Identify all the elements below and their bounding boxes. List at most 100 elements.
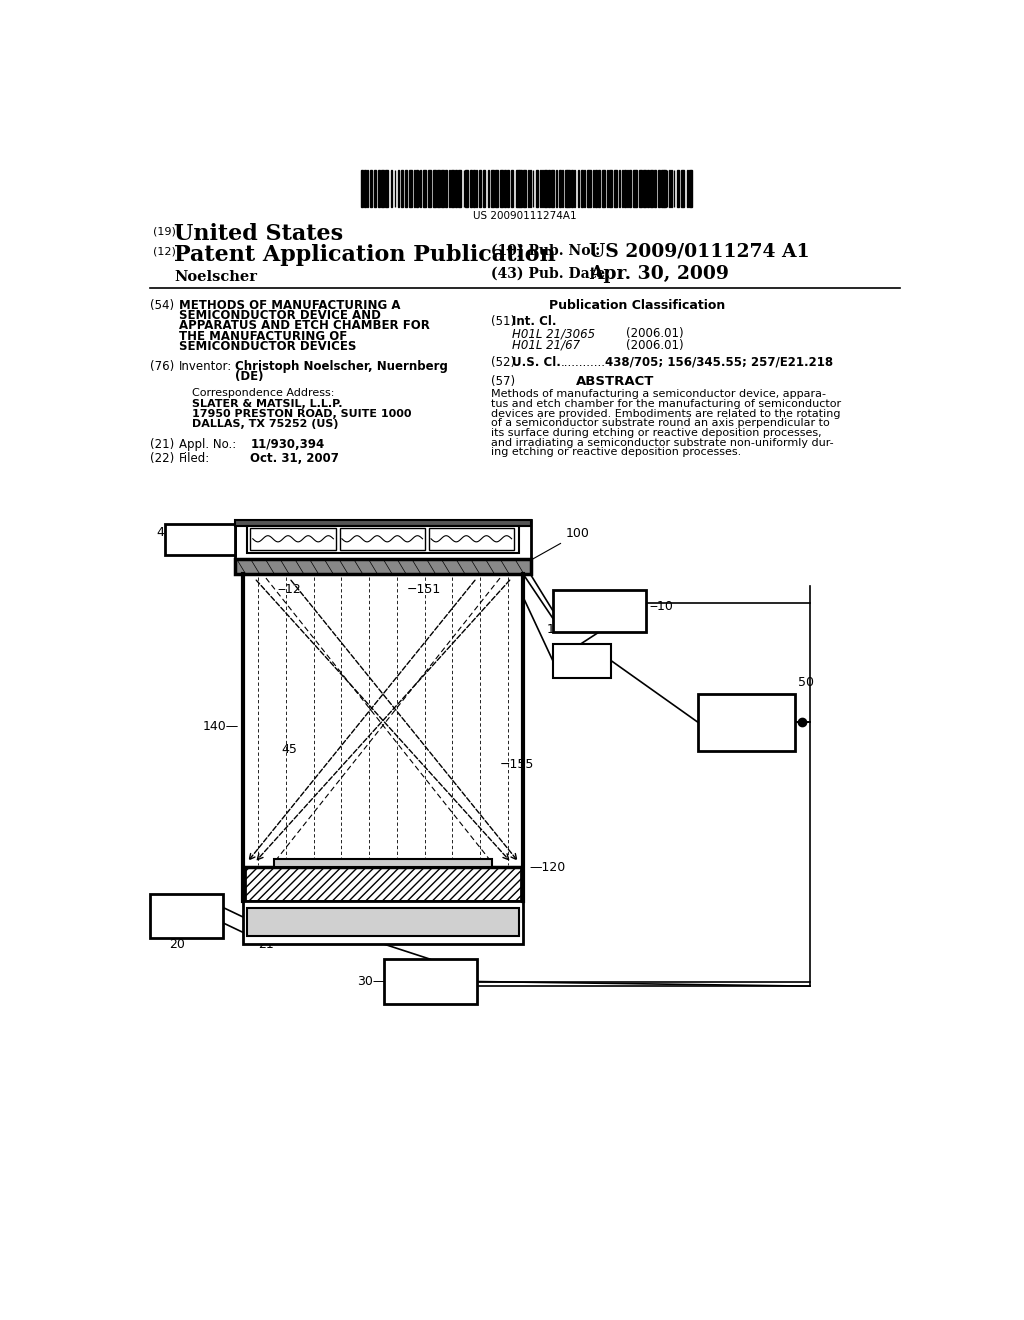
- Text: —120: —120: [529, 861, 565, 874]
- Bar: [595, 170, 597, 207]
- Text: (21): (21): [150, 437, 174, 450]
- Bar: [245, 867, 521, 902]
- Text: ABSTRACT: ABSTRACT: [575, 375, 654, 388]
- Text: SEMICONDUCTOR DEVICES: SEMICONDUCTOR DEVICES: [179, 341, 356, 354]
- Text: Oct. 31, 2007: Oct. 31, 2007: [251, 451, 339, 465]
- Text: of a semiconductor substrate round an axis perpendicular to: of a semiconductor substrate round an ax…: [490, 418, 829, 428]
- Bar: [429, 528, 514, 549]
- Bar: [273, 859, 493, 867]
- Bar: [578, 170, 579, 207]
- Text: (57): (57): [490, 375, 515, 388]
- Bar: [384, 960, 477, 1003]
- Bar: [598, 170, 600, 207]
- Text: Appl. No.:: Appl. No.:: [179, 437, 237, 450]
- Bar: [528, 170, 529, 207]
- Text: APPARATUS AND ETCH CHAMBER FOR: APPARATUS AND ETCH CHAMBER FOR: [179, 319, 430, 333]
- Text: METHODS OF MANUFACTURING A: METHODS OF MANUFACTURING A: [179, 298, 400, 312]
- Text: (22): (22): [150, 451, 174, 465]
- Text: 21: 21: [258, 937, 274, 950]
- Text: (19): (19): [153, 226, 176, 236]
- Text: Patent Application Publication: Patent Application Publication: [174, 244, 556, 265]
- Bar: [544, 170, 547, 207]
- Bar: [385, 170, 388, 207]
- Bar: [559, 170, 561, 207]
- Bar: [381, 170, 384, 207]
- Text: 100: 100: [522, 527, 590, 565]
- Bar: [375, 170, 376, 207]
- Bar: [496, 170, 499, 207]
- Bar: [458, 170, 461, 207]
- Text: tus and etch chamber for the manufacturing of semiconductor: tus and etch chamber for the manufacturi…: [490, 399, 841, 409]
- Bar: [608, 170, 611, 207]
- Bar: [243, 902, 523, 944]
- Bar: [536, 170, 538, 207]
- Bar: [247, 908, 519, 936]
- Bar: [452, 170, 455, 207]
- Text: (54): (54): [150, 298, 174, 312]
- Text: 438/705; 156/345.55; 257/E21.218: 438/705; 156/345.55; 257/E21.218: [605, 355, 834, 368]
- Bar: [548, 170, 550, 207]
- Text: 45: 45: [282, 743, 297, 756]
- Bar: [540, 170, 541, 207]
- Bar: [542, 170, 544, 207]
- Text: (51): (51): [490, 315, 515, 329]
- Bar: [423, 170, 426, 207]
- Text: 140—: 140—: [203, 719, 239, 733]
- Bar: [441, 170, 444, 207]
- Bar: [633, 170, 636, 207]
- Text: ing etching or reactive deposition processes.: ing etching or reactive deposition proce…: [490, 447, 741, 457]
- Text: 110: 110: [237, 553, 260, 566]
- Text: −151: −151: [407, 583, 440, 597]
- Bar: [689, 170, 690, 207]
- Text: Filed:: Filed:: [179, 451, 210, 465]
- Text: −155: −155: [500, 758, 535, 771]
- Bar: [417, 170, 418, 207]
- Bar: [487, 170, 489, 207]
- Bar: [404, 170, 407, 207]
- Bar: [507, 170, 509, 207]
- Text: Noelscher: Noelscher: [174, 271, 257, 284]
- Bar: [650, 170, 652, 207]
- Text: Christoph Noelscher, Nuernberg: Christoph Noelscher, Nuernberg: [234, 360, 447, 372]
- Bar: [556, 170, 557, 207]
- Text: 30—: 30—: [356, 975, 385, 989]
- Bar: [251, 528, 336, 549]
- Bar: [165, 524, 234, 554]
- Text: THE MANUFACTURING OF: THE MANUFACTURING OF: [179, 330, 347, 343]
- Bar: [654, 170, 655, 207]
- Bar: [445, 170, 446, 207]
- Text: ‒22: ‒22: [249, 903, 272, 916]
- Text: Apr. 30, 2009: Apr. 30, 2009: [589, 265, 729, 284]
- Text: 152: 152: [547, 623, 570, 636]
- Text: 20: 20: [169, 937, 185, 950]
- Bar: [247, 527, 519, 553]
- Bar: [553, 590, 646, 632]
- Text: Methods of manufacturing a semiconductor device, appara-: Methods of manufacturing a semiconductor…: [490, 389, 825, 400]
- Text: United States: United States: [174, 223, 344, 246]
- Bar: [470, 170, 472, 207]
- Bar: [511, 170, 513, 207]
- Bar: [483, 170, 485, 207]
- Bar: [504, 170, 506, 207]
- Bar: [553, 644, 611, 678]
- Text: H01L 21/3065: H01L 21/3065: [512, 327, 596, 341]
- Bar: [567, 170, 569, 207]
- Bar: [455, 170, 458, 207]
- Bar: [473, 170, 475, 207]
- Bar: [378, 170, 380, 207]
- Bar: [370, 170, 372, 207]
- Bar: [551, 170, 554, 207]
- Bar: [234, 558, 531, 574]
- Bar: [391, 170, 392, 207]
- Bar: [492, 170, 494, 207]
- Text: devices are provided. Embodiments are related to the rotating: devices are provided. Embodiments are re…: [490, 409, 841, 418]
- Bar: [681, 170, 684, 207]
- Text: US 2009/0111274 A1: US 2009/0111274 A1: [589, 243, 810, 260]
- Text: ............: ............: [560, 355, 605, 368]
- Text: (2006.01): (2006.01): [627, 327, 684, 341]
- Text: Publication Classification: Publication Classification: [549, 298, 725, 312]
- Text: 11/930,394: 11/930,394: [251, 437, 325, 450]
- Text: SLATER & MATSIL, L.L.P.: SLATER & MATSIL, L.L.P.: [193, 399, 343, 409]
- Text: 11: 11: [359, 540, 376, 553]
- Text: SEMICONDUCTOR DEVICE AND: SEMICONDUCTOR DEVICE AND: [179, 309, 381, 322]
